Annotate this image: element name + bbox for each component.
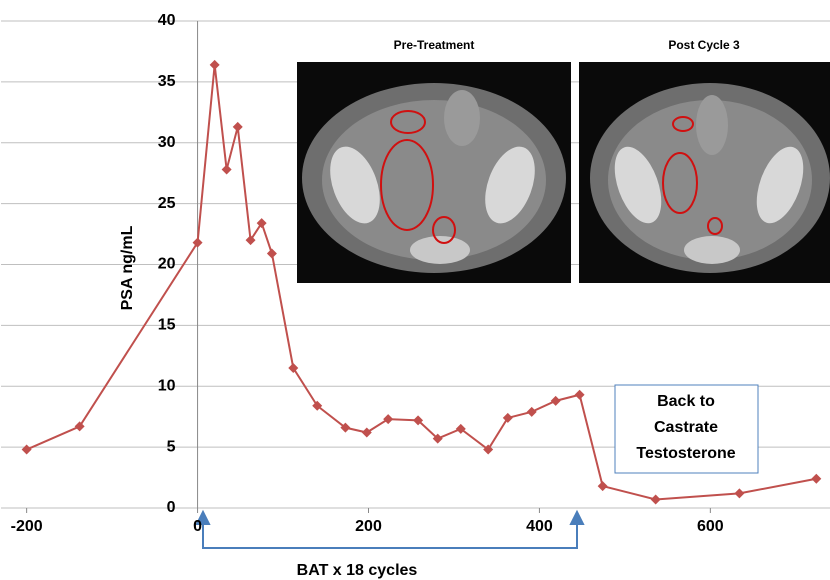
ct-tissue bbox=[608, 100, 812, 260]
data-point bbox=[502, 412, 513, 423]
annotation-text: Castrate bbox=[654, 419, 718, 436]
data-point bbox=[734, 488, 745, 499]
data-point bbox=[483, 444, 494, 455]
x-tick-label: 0 bbox=[193, 518, 202, 535]
x-tick-label: 400 bbox=[526, 518, 553, 535]
ct-lesion bbox=[707, 217, 723, 235]
data-point bbox=[221, 164, 232, 175]
ct-images bbox=[297, 62, 830, 283]
y-tick-label: 20 bbox=[158, 256, 176, 273]
y-tick-label: 10 bbox=[158, 377, 176, 394]
data-point bbox=[526, 406, 537, 417]
data-point bbox=[383, 414, 394, 425]
data-point bbox=[574, 389, 585, 400]
data-point bbox=[256, 218, 267, 229]
y-tick-label: 25 bbox=[158, 195, 176, 212]
data-line bbox=[26, 64, 817, 501]
data-point bbox=[266, 248, 277, 259]
inset-title: Pre-Treatment bbox=[394, 38, 475, 52]
x-tick-label: -200 bbox=[11, 518, 43, 535]
data-point bbox=[811, 473, 822, 484]
ct-lesion bbox=[432, 216, 456, 244]
data-point bbox=[209, 59, 220, 70]
x-tick-label: 200 bbox=[355, 518, 382, 535]
data-point bbox=[245, 235, 256, 246]
ct-organ bbox=[444, 90, 480, 146]
data-point bbox=[650, 494, 661, 505]
data-point bbox=[455, 423, 466, 434]
ct-bone bbox=[614, 146, 662, 224]
annotation-text: Back to bbox=[657, 393, 715, 410]
annotation-box bbox=[614, 384, 759, 474]
annotation-text: Testosterone bbox=[636, 445, 735, 462]
ct-bone bbox=[330, 146, 380, 224]
y-tick-label: 30 bbox=[158, 134, 176, 151]
data-point bbox=[413, 415, 424, 426]
data-point bbox=[361, 427, 372, 438]
ct-tissue bbox=[322, 100, 546, 260]
y-tick-label: 0 bbox=[167, 499, 176, 516]
ct-bone bbox=[410, 236, 470, 264]
ct-lesion bbox=[662, 152, 698, 214]
data-point bbox=[288, 362, 299, 373]
data-point bbox=[192, 237, 203, 248]
bracket-line bbox=[202, 522, 578, 549]
bracket bbox=[195, 509, 585, 549]
inset-title: Post Cycle 3 bbox=[668, 38, 740, 52]
ct-lesion bbox=[390, 110, 426, 134]
bracket-label: BAT x 18 cycles bbox=[297, 562, 418, 579]
data-point bbox=[597, 481, 608, 492]
bracket-arrow bbox=[195, 509, 211, 525]
x-tick-label: 600 bbox=[697, 518, 724, 535]
ct-organ bbox=[696, 95, 728, 155]
data-point bbox=[232, 121, 243, 132]
y-axis-label: PSA ng/mL bbox=[119, 225, 136, 310]
ct-lesion bbox=[380, 139, 434, 231]
data-point bbox=[432, 433, 443, 444]
data-point bbox=[74, 421, 85, 432]
data-point bbox=[21, 444, 32, 455]
y-tick-label: 40 bbox=[158, 12, 176, 29]
ct-bone bbox=[756, 146, 804, 224]
ct-lesion bbox=[672, 116, 694, 132]
ct-bone bbox=[485, 146, 535, 224]
data-point bbox=[550, 395, 561, 406]
ct-bone bbox=[684, 236, 740, 264]
y-tick-label: 15 bbox=[158, 317, 176, 334]
data-point bbox=[312, 400, 323, 411]
y-tick-label: 5 bbox=[167, 438, 176, 455]
data-point bbox=[340, 422, 351, 433]
y-tick-label: 35 bbox=[158, 73, 176, 90]
bracket-arrow bbox=[569, 509, 585, 525]
